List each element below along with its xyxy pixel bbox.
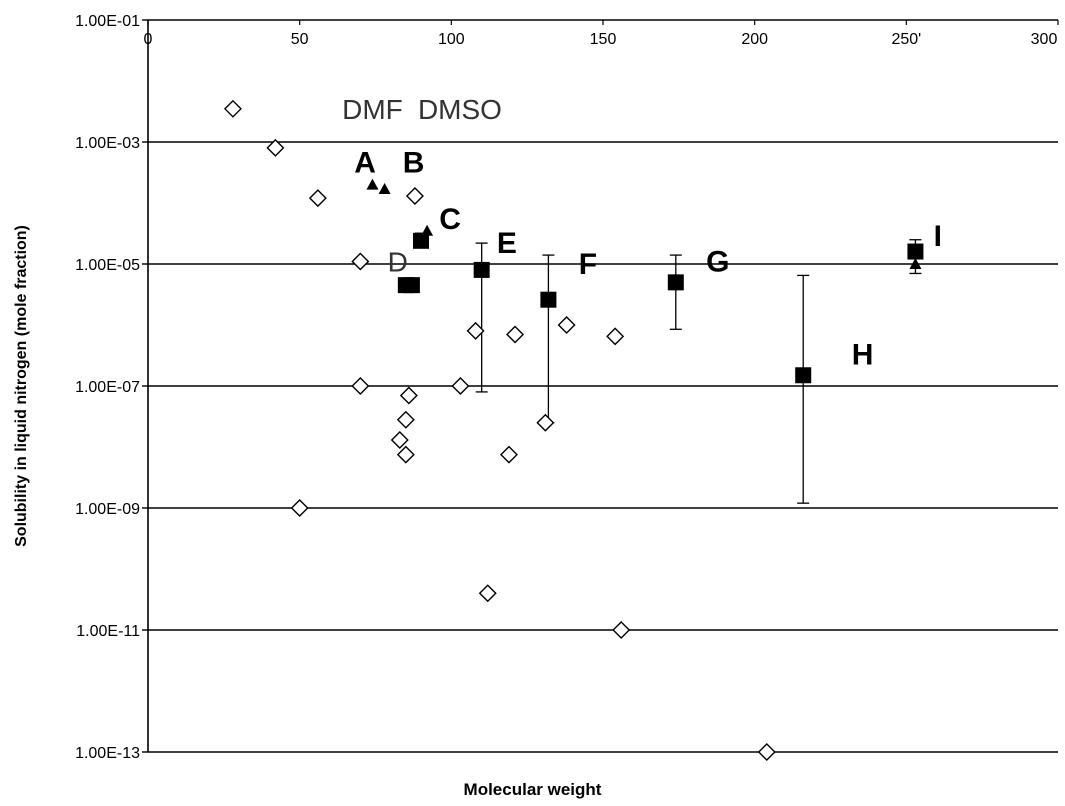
diamond-point xyxy=(351,252,370,271)
diamond-point xyxy=(223,99,242,118)
diamond-point xyxy=(405,187,424,206)
annotation-label: DMF xyxy=(342,94,403,125)
diamond-point xyxy=(399,386,418,405)
annotation-label: C xyxy=(439,203,461,236)
diamond-point xyxy=(466,321,485,340)
y-tick-label: 1.00E-09 xyxy=(75,501,140,518)
annotation-label: F xyxy=(579,248,597,281)
diamond-point xyxy=(557,316,576,334)
y-tick-label: 1.00E-11 xyxy=(76,623,140,640)
annotation-label: D xyxy=(388,246,408,277)
diamond-point xyxy=(290,499,309,517)
diamond-point xyxy=(390,431,409,450)
diamond-point xyxy=(506,325,525,344)
x-axis-title: Molecular weight xyxy=(463,780,602,799)
axes xyxy=(142,19,1059,753)
diamond-point xyxy=(612,621,631,639)
diamond-point xyxy=(396,445,415,464)
square-point xyxy=(540,291,557,308)
square-point xyxy=(473,261,490,278)
diamond-point xyxy=(478,584,497,603)
diamond-point xyxy=(451,377,470,395)
triangle-point xyxy=(378,182,391,194)
error-bars xyxy=(415,232,922,504)
annotation-label: A xyxy=(354,147,376,180)
x-tick-label: 250' xyxy=(891,31,921,48)
y-tick-label: 1.00E-13 xyxy=(75,745,140,762)
triangle-point xyxy=(909,258,922,269)
square-point xyxy=(907,243,924,260)
annotation-label: DMSO xyxy=(418,94,502,125)
x-tick-label: 100 xyxy=(438,31,465,48)
diamond-point xyxy=(499,445,518,464)
x-tick-label: 300 xyxy=(1031,31,1058,48)
x-tick-label: 200 xyxy=(741,31,768,48)
x-tick-label: 150 xyxy=(590,31,617,48)
diamond-point xyxy=(396,410,415,429)
annotations: DMF DMSO A BCD E F G H I xyxy=(342,94,942,372)
diamond-point xyxy=(757,743,776,761)
annotation-label: G xyxy=(706,245,729,278)
diamond-point xyxy=(308,189,327,208)
square-point xyxy=(403,277,420,294)
square-point xyxy=(667,274,684,291)
square-point xyxy=(795,367,812,384)
diamond-point xyxy=(606,327,625,346)
triangle-point xyxy=(366,178,379,190)
diamond-point xyxy=(266,138,285,157)
y-axis-title: Solubility in liquid nitrogen (mole frac… xyxy=(13,225,30,547)
annotation-label: B xyxy=(403,147,425,180)
y-tick-label: 1.00E-07 xyxy=(75,379,140,396)
square-point xyxy=(413,232,429,249)
diamond-point xyxy=(536,413,555,432)
tick-labels: 1.00E-01 1.00E-03 1.00E-05 1.00E-07 1.00E-09… xyxy=(75,13,1057,762)
annotation-label: H xyxy=(852,338,874,371)
diamond-point xyxy=(351,377,370,395)
y-tick-label: 1.00E-05 xyxy=(75,257,140,274)
data-markers xyxy=(223,99,924,761)
y-axis-title-text: Solubility in liquid nitrogen (mole frac… xyxy=(13,225,30,547)
x-tick-label: 0 xyxy=(144,31,153,48)
annotation-label: E xyxy=(497,227,517,260)
y-tick-label: 1.00E-01 xyxy=(75,13,140,30)
x-tick-label: 50 xyxy=(291,31,309,48)
y-tick-label: 1.00E-03 xyxy=(75,135,140,152)
annotation-label: I xyxy=(934,220,942,253)
gridlines xyxy=(148,19,1058,753)
